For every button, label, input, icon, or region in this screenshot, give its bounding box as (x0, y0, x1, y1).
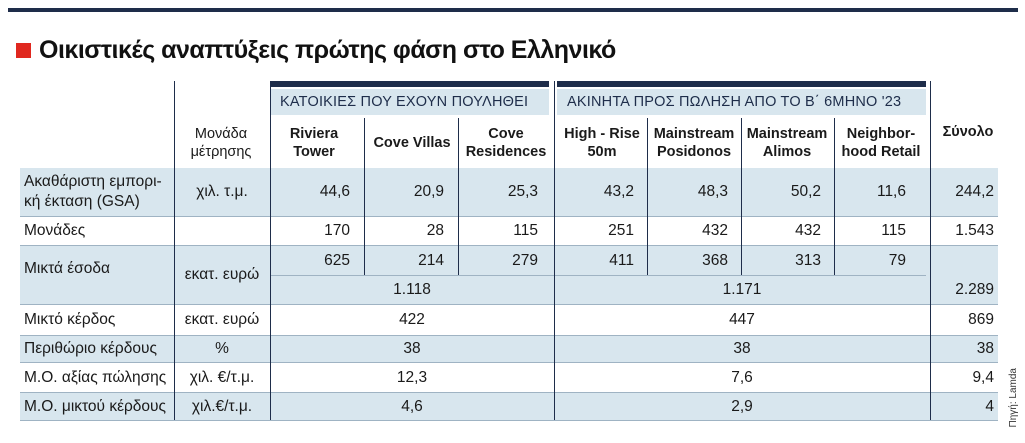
group-header-sold: ΚΑΤΟΙΚΙΕΣ ΠΟΥ ΕΧΟΥΝ ΠΟΥΛΗΘΕΙ (270, 89, 549, 115)
col-header-ms-alimos: Mainstream Alimos (746, 125, 828, 160)
top-rule (8, 8, 1018, 12)
unit-avg-profit: χιλ.€/τ.μ. (191, 397, 253, 415)
rule (20, 335, 998, 336)
col-header-riviera: Riviera Tower (289, 125, 339, 160)
row-label-avg-profit: Μ.Ο. μικτού κέρδους (24, 397, 166, 415)
col-divider (174, 81, 175, 420)
subtotal-for-sale-revenue: 1.171 (722, 281, 762, 298)
total-revenue: 2.289 (955, 281, 994, 298)
col-header-high-rise: High - Rise 50m (564, 125, 640, 160)
for-sale-margin: 38 (733, 340, 751, 357)
value-alimos-units: 432 (795, 221, 821, 239)
rule (270, 275, 926, 276)
rule (20, 304, 998, 305)
total-avg-sale: 9,4 (972, 368, 994, 386)
col-divider (834, 118, 835, 275)
unit-gsa: χιλ. τ.μ. (196, 183, 248, 200)
row-label-avg-sale: Μ.Ο. αξίας πώλησης (24, 368, 167, 386)
row-bg-avg-profit (20, 393, 998, 420)
value-high-rise-units: 251 (608, 221, 634, 239)
col-header-retail: Neighbor-hood Retail (841, 125, 921, 160)
rule (20, 216, 998, 217)
value-retail-gsa: 11,6 (876, 183, 906, 200)
value-riviera-gsa: 44,6 (319, 183, 350, 200)
group-header-for-sale: ΑΚΙΝΗΤΑ ΠΡΟΣ ΠΩΛΗΣΗ ΑΠΟ ΤΟ Β΄ 6ΜΗΝΟ '23 (557, 89, 926, 115)
col-divider (647, 118, 648, 275)
rule (20, 392, 998, 393)
source-credit: Πηγή: Lamda (1008, 367, 1019, 427)
sold-margin: 38 (403, 340, 421, 357)
value-cove-res-units: 115 (513, 221, 538, 239)
subtotal-sold-revenue: 1.118 (393, 281, 431, 298)
group-bar-for-sale (557, 81, 926, 87)
value-cove-res-gsa: 25,3 (507, 183, 538, 200)
value-retail-units: 115 (881, 221, 906, 239)
sold-avg-profit: 4,6 (401, 397, 423, 415)
row-label-margin: Περιθώριο κέρδους (24, 340, 157, 357)
row-label-revenue: Μικτά έσοδα (24, 260, 110, 277)
rule (20, 362, 998, 363)
unit-gross-profit: εκατ. ευρώ (184, 311, 260, 328)
col-header-ms-posidonos: Mainstream Posidonos (653, 125, 735, 160)
value-posidonos-units: 432 (702, 221, 728, 239)
value-alimos-gsa: 50,2 (790, 183, 821, 200)
col-header-unit: Μονάδα μέτρησης (190, 125, 252, 160)
col-divider (270, 81, 271, 420)
value-cove-villas-gsa: 20,9 (413, 183, 444, 200)
row-label-units: Μονάδες (24, 221, 86, 239)
value-riviera-revenue: 625 (324, 251, 350, 269)
value-riviera-units: 170 (324, 221, 350, 239)
row-bg-gsa (20, 168, 998, 216)
value-cove-villas-units: 28 (426, 221, 444, 239)
sold-gross-profit: 422 (399, 311, 425, 328)
row-bg-margin (20, 336, 998, 362)
total-margin: 38 (976, 340, 994, 357)
value-retail-revenue: 79 (888, 251, 906, 269)
total-avg-profit: 4 (985, 397, 994, 415)
col-divider (364, 118, 365, 275)
col-divider (741, 118, 742, 275)
sold-avg-sale: 12,3 (396, 368, 428, 386)
rule (20, 420, 998, 421)
for-sale-avg-profit: 2,9 (731, 397, 753, 415)
total-gross-profit: 869 (968, 311, 994, 328)
total-units: 1.543 (955, 221, 994, 239)
red-square-icon (16, 42, 31, 58)
value-high-rise-gsa: 43,2 (603, 183, 634, 200)
table-title: Οικιστικές αναπτύξεις πρώτης φάση στο Ελ… (16, 34, 616, 66)
value-posidonos-gsa: 48,3 (697, 183, 728, 200)
unit-units (174, 216, 270, 245)
col-header-total: Σύνολο (942, 123, 994, 140)
value-high-rise-revenue: 411 (609, 251, 634, 269)
row-label-gsa: Ακαθάριστη εμπορι-κή έκταση (GSA) (24, 172, 162, 210)
col-divider (458, 118, 459, 275)
for-sale-avg-sale: 7,6 (731, 368, 753, 386)
for-sale-gross-profit: 447 (729, 311, 755, 328)
rule (20, 245, 998, 246)
value-cove-res-revenue: 279 (512, 251, 538, 269)
col-header-cove-villas: Cove Villas (373, 134, 451, 151)
unit-avg-sale: χιλ. €/τ.μ. (189, 368, 255, 386)
unit-margin: % (215, 340, 229, 357)
group-bar-sold (270, 81, 549, 87)
value-alimos-revenue: 313 (795, 251, 821, 269)
unit-revenue: εκατ. ευρώ (184, 266, 260, 283)
col-header-cove-residences: Cove Residences (465, 125, 547, 160)
title-text: Οικιστικές αναπτύξεις πρώτης φάση στο Ελ… (39, 35, 616, 64)
value-cove-villas-revenue: 214 (418, 251, 444, 269)
col-divider (554, 81, 555, 420)
row-label-gross-profit: Μικτό κέρδος (24, 311, 116, 328)
total-gsa: 244,2 (955, 183, 994, 200)
col-divider (930, 81, 931, 420)
value-posidonos-revenue: 368 (702, 251, 728, 269)
